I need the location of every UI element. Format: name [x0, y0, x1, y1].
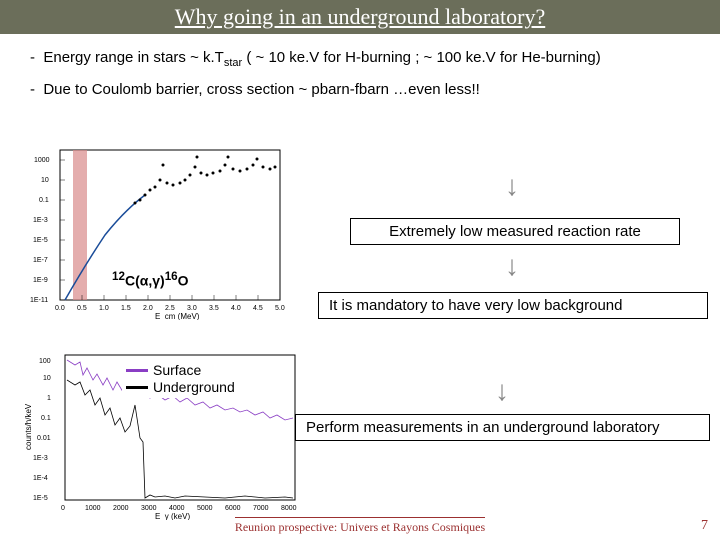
svg-text:1.0: 1.0: [99, 305, 109, 312]
reaction-label: 12C(α,γ)16O: [108, 268, 193, 291]
svg-text:0.5: 0.5: [77, 305, 87, 312]
slide-title: Why going in an underground laboratory?: [0, 0, 720, 34]
callout-rate: Extremely low measured reaction rate: [350, 218, 680, 245]
svg-text:1E-7: 1E-7: [33, 257, 48, 264]
legend-underground-line: [126, 386, 148, 389]
legend-surface-label: Surface: [153, 362, 201, 379]
reaction-pre: 12: [112, 270, 125, 283]
svg-text:1: 1: [47, 395, 51, 402]
bullet-1-rest: ( ~ 10 ke.V for H-burning ; ~ 100 ke.V f…: [246, 49, 600, 66]
svg-text:1000: 1000: [34, 157, 50, 164]
cross-section-chart: 1E-11 1E-9 1E-7 1E-5 1E-3 0.1 10 1000 0.…: [25, 145, 290, 320]
svg-text:E_cm (MeV): E_cm (MeV): [155, 312, 200, 320]
svg-text:1E-4: 1E-4: [33, 475, 48, 482]
svg-text:100: 100: [39, 358, 51, 365]
svg-text:1.5: 1.5: [121, 305, 131, 312]
svg-text:10: 10: [43, 375, 51, 382]
arrow-down-icon: ↓: [505, 170, 519, 202]
page-number: 7: [701, 518, 708, 534]
bullet-2-text: Due to Coulomb barrier, cross section ~ …: [43, 81, 479, 98]
svg-text:2.5: 2.5: [165, 305, 175, 312]
footer-text: Reunion prospective: Univers et Rayons C…: [235, 520, 485, 534]
svg-text:4.0: 4.0: [231, 305, 241, 312]
svg-text:1E-9: 1E-9: [33, 277, 48, 284]
bullet-list: - Energy range in stars ~ k.Tstar ( ~ 10…: [0, 34, 720, 98]
svg-text:0.01: 0.01: [37, 435, 51, 442]
svg-text:0: 0: [61, 505, 65, 512]
reaction-end: O: [178, 273, 189, 289]
callout-underground: Perform measurements in an underground l…: [295, 414, 710, 441]
svg-text:8000: 8000: [281, 505, 297, 512]
svg-text:counts/h/keV: counts/h/keV: [25, 403, 33, 450]
svg-text:3.0: 3.0: [187, 305, 197, 312]
svg-text:3000: 3000: [141, 505, 157, 512]
svg-text:1E-11: 1E-11: [30, 297, 48, 304]
svg-text:10: 10: [41, 177, 49, 184]
svg-text:2000: 2000: [113, 505, 129, 512]
svg-text:0.0: 0.0: [55, 305, 65, 312]
arrow-down-icon: ↓: [495, 375, 509, 407]
bullet-1-text: Energy range in stars ~ k.T: [43, 49, 224, 66]
svg-text:7000: 7000: [253, 505, 269, 512]
reaction-post: 16: [165, 270, 178, 283]
svg-text:0.1: 0.1: [39, 197, 49, 204]
svg-text:1E-3: 1E-3: [33, 217, 48, 224]
svg-text:3.5: 3.5: [209, 305, 219, 312]
svg-text:0.1: 0.1: [41, 415, 51, 422]
svg-text:5000: 5000: [197, 505, 213, 512]
reaction-mid: C(α,γ): [125, 273, 165, 289]
bullet-1: - Energy range in stars ~ k.Tstar ( ~ 10…: [30, 49, 690, 69]
spectrum-legend: Surface Underground: [122, 360, 239, 398]
bullet-2: - Due to Coulomb barrier, cross section …: [30, 81, 690, 98]
svg-text:1E-5: 1E-5: [33, 495, 48, 502]
footer: Reunion prospective: Univers et Rayons C…: [0, 517, 720, 535]
svg-text:1E-5: 1E-5: [33, 237, 48, 244]
legend-underground-label: Underground: [153, 379, 235, 396]
legend-underground: Underground: [126, 379, 235, 396]
svg-text:6000: 6000: [225, 505, 241, 512]
svg-text:4000: 4000: [169, 505, 185, 512]
svg-text:2.0: 2.0: [143, 305, 153, 312]
footer-divider: [235, 517, 485, 518]
svg-text:1E-3: 1E-3: [33, 455, 48, 462]
svg-text:4.5: 4.5: [253, 305, 263, 312]
svg-text:5.0: 5.0: [275, 305, 285, 312]
sub-star: star: [224, 57, 242, 69]
svg-text:1000: 1000: [85, 505, 101, 512]
legend-surface-line: [126, 369, 148, 372]
callout-background: It is mandatory to have very low backgro…: [318, 292, 708, 319]
legend-surface: Surface: [126, 362, 235, 379]
arrow-down-icon: ↓: [505, 250, 519, 282]
